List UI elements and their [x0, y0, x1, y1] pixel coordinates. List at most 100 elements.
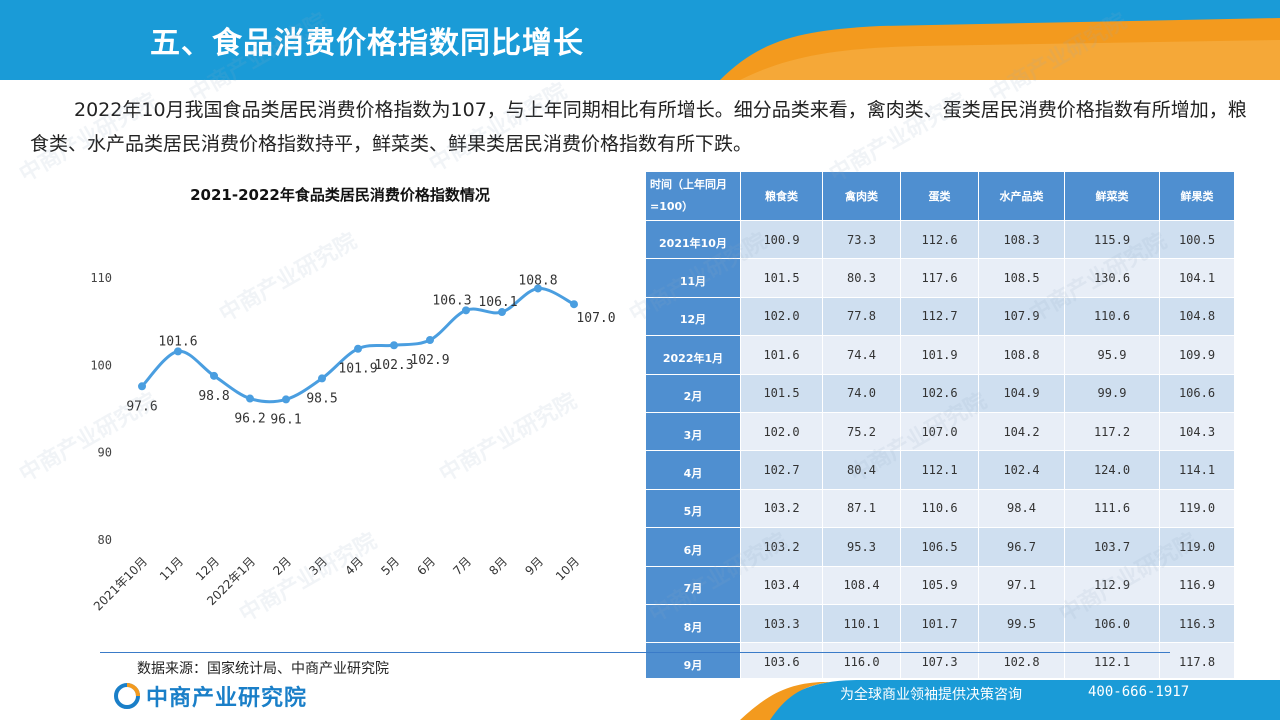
table-cell: 107.0 [900, 411, 979, 452]
table-cell: 110.1 [822, 603, 901, 644]
intro-paragraph: 2022年10月我国食品类居民消费价格指数为107，与上年同期相比有所增长。细分… [30, 99, 1247, 155]
row-label-cell: 5月 [645, 488, 741, 529]
x-tick-label: 8月 [486, 554, 510, 578]
table-cell: 102.7 [740, 450, 823, 490]
data-label: 96.2 [234, 412, 265, 427]
row-label-cell: 11月 [645, 258, 741, 298]
data-point [570, 300, 578, 309]
table-cell: 112.1 [900, 450, 979, 490]
table-header-cell: 时间（上年同月=100） [645, 171, 741, 221]
table-row: 12月 102.0 77.8 112.7 107.9 110.6 104.8 [645, 296, 1235, 337]
table-cell: 74.0 [822, 373, 901, 413]
row-label-cell: 2月 [645, 373, 741, 413]
table-cell: 106.0 [1064, 603, 1160, 644]
data-point [426, 336, 434, 345]
table-cell: 103.3 [740, 603, 823, 644]
data-point [498, 308, 506, 317]
table-cell: 95.9 [1064, 335, 1160, 375]
table-cell: 95.3 [822, 527, 901, 567]
data-point [318, 374, 326, 383]
table-cell: 108.4 [822, 565, 901, 605]
table-cell: 102.8 [978, 642, 1065, 682]
x-tick-label: 7月 [450, 554, 474, 578]
table-cell: 110.6 [900, 488, 979, 529]
data-label: 97.6 [126, 399, 157, 414]
table-row: 2021年10月 100.9 73.3 112.6 108.3 115.9 100.5 [645, 219, 1235, 260]
footer-slogan: 为全球商业领袖提供决策咨询 [840, 687, 1022, 703]
table-row: 2022年1月 101.6 74.4 101.9 108.8 95.9 109.9 [645, 335, 1235, 375]
table-cell: 102.6 [900, 373, 979, 413]
table-cell: 103.4 [740, 565, 823, 605]
table-cell: 106.5 [900, 527, 979, 567]
table-cell: 116.3 [1159, 603, 1235, 644]
footer-bar [0, 678, 1280, 720]
x-tick-label: 11月 [157, 554, 186, 583]
y-tick-label: 90 [98, 446, 112, 460]
data-point [138, 382, 146, 391]
x-tick-label: 3月 [306, 554, 330, 578]
cpi-table: 时间（上年同月=100） 粮食类 禽肉类 蛋类 水产品类 鲜菜类 鲜果类 202… [645, 171, 1235, 720]
row-label-cell: 7月 [645, 565, 741, 605]
row-label-cell: 3月 [645, 411, 741, 452]
table-cell: 104.2 [978, 411, 1065, 452]
brand-name: 中商产业研究院 [146, 686, 308, 711]
x-tick-label: 2021年10月 [91, 554, 150, 613]
data-label: 106.3 [432, 293, 471, 308]
table-cell: 108.3 [978, 219, 1065, 260]
table-row: 6月 103.2 95.3 106.5 96.7 103.7 119.0 [645, 527, 1235, 567]
table-cell: 101.7 [900, 603, 979, 644]
table-cell: 101.9 [900, 335, 979, 375]
data-point [282, 395, 290, 404]
table-cell: 109.9 [1159, 335, 1235, 375]
data-point [390, 341, 398, 350]
table-cell: 100.5 [1159, 219, 1235, 260]
table-cell: 117.6 [900, 258, 979, 298]
table-row: 11月 101.5 80.3 117.6 108.5 130.6 104.1 [645, 258, 1235, 298]
x-tick-label: 2月 [270, 554, 294, 578]
row-label-cell: 6月 [645, 527, 741, 567]
table-cell: 112.6 [900, 219, 979, 260]
data-point [534, 284, 542, 293]
table-cell: 74.4 [822, 335, 901, 375]
table-cell: 117.8 [1159, 642, 1235, 682]
table-cell: 103.7 [1064, 527, 1160, 567]
data-point [354, 344, 362, 353]
table-cell: 130.6 [1064, 258, 1160, 298]
table-cell: 87.1 [822, 488, 901, 529]
y-tick-label: 110 [90, 271, 112, 285]
table-cell: 97.1 [978, 565, 1065, 605]
table-cell: 117.2 [1064, 411, 1160, 452]
row-label-cell: 2021年10月 [645, 219, 741, 260]
data-label: 107.0 [576, 311, 615, 326]
table-cell: 100.9 [740, 219, 823, 260]
table-cell: 102.0 [740, 411, 823, 452]
table-header-cell: 粮食类 [740, 171, 823, 221]
row-label-cell: 4月 [645, 450, 741, 490]
table-cell: 119.0 [1159, 527, 1235, 567]
table-cell: 115.9 [1064, 219, 1160, 260]
table-cell: 104.8 [1159, 296, 1235, 337]
table-cell: 80.3 [822, 258, 901, 298]
row-label-cell: 2022年1月 [645, 335, 741, 375]
table-header-row: 时间（上年同月=100） 粮食类 禽肉类 蛋类 水产品类 鲜菜类 鲜果类 [645, 171, 1235, 221]
table-cell: 108.5 [978, 258, 1065, 298]
table-row: 5月 103.2 87.1 110.6 98.4 111.6 119.0 [645, 488, 1235, 529]
table-cell: 119.0 [1159, 488, 1235, 529]
table-cell: 99.9 [1064, 373, 1160, 413]
table-cell: 107.9 [978, 296, 1065, 337]
data-point [246, 394, 254, 403]
table-cell: 108.8 [978, 335, 1065, 375]
table-cell: 73.3 [822, 219, 901, 260]
table-cell: 101.5 [740, 258, 823, 298]
table-cell: 77.8 [822, 296, 901, 337]
table-cell: 80.4 [822, 450, 901, 490]
table-cell: 75.2 [822, 411, 901, 452]
table-cell: 101.5 [740, 373, 823, 413]
table-row: 3月 102.0 75.2 107.0 104.2 117.2 104.3 [645, 411, 1235, 452]
table-cell: 103.6 [740, 642, 823, 682]
table-cell: 104.1 [1159, 258, 1235, 298]
table-cell: 103.2 [740, 527, 823, 567]
x-tick-label: 6月 [414, 554, 438, 578]
table-header-cell: 鲜菜类 [1064, 171, 1160, 221]
footer-phone: 400-666-1917 [1088, 684, 1190, 700]
